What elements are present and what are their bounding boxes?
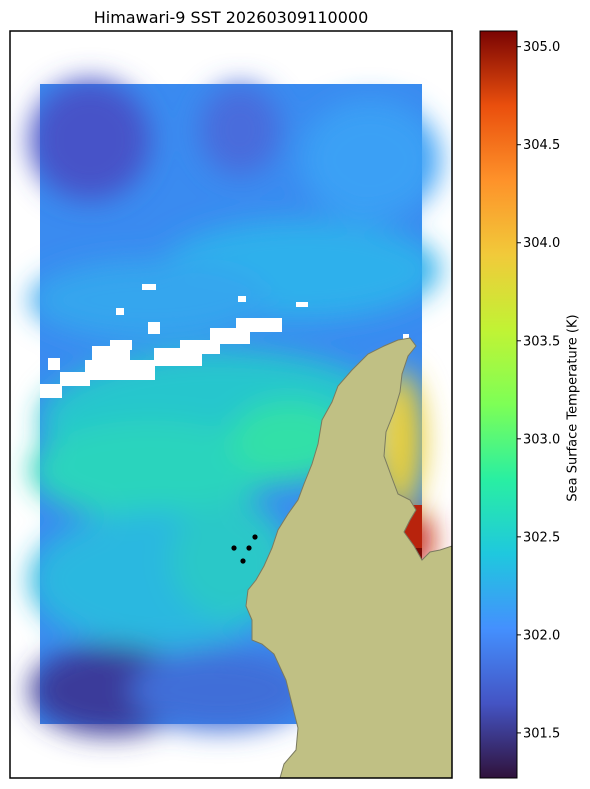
landmass (245, 337, 452, 778)
colorbar-label: Sea Surface Temperature (K) (565, 314, 581, 502)
colorbar-tick-label: 302.5 (523, 530, 560, 545)
map-title: Himawari-9 SST 20260309110000 (93, 8, 369, 27)
colorbar-tick-label: 304.0 (523, 236, 560, 251)
station-3 (246, 545, 252, 551)
colorbar-tick-label: 303.0 (523, 432, 560, 447)
colorbar-tick-label: 302.0 (523, 628, 560, 643)
station-markers (231, 534, 258, 564)
colorbar-tick-label: 301.5 (523, 726, 560, 741)
colorbar-tick-label: 304.5 (523, 138, 560, 153)
station-1 (252, 534, 258, 540)
station-2 (231, 545, 237, 551)
map-frame (9, 30, 453, 779)
sst-field (30, 80, 452, 778)
colorbar-tick-label: 303.5 (523, 334, 560, 349)
colorbar-ticks: 301.5 302.0 302.5 303.0 303.5 304.0 304.5 305.0 (517, 40, 560, 741)
station-4 (240, 558, 246, 564)
colorbar-tick-label: 305.0 (523, 40, 560, 55)
colorbar (480, 31, 517, 778)
